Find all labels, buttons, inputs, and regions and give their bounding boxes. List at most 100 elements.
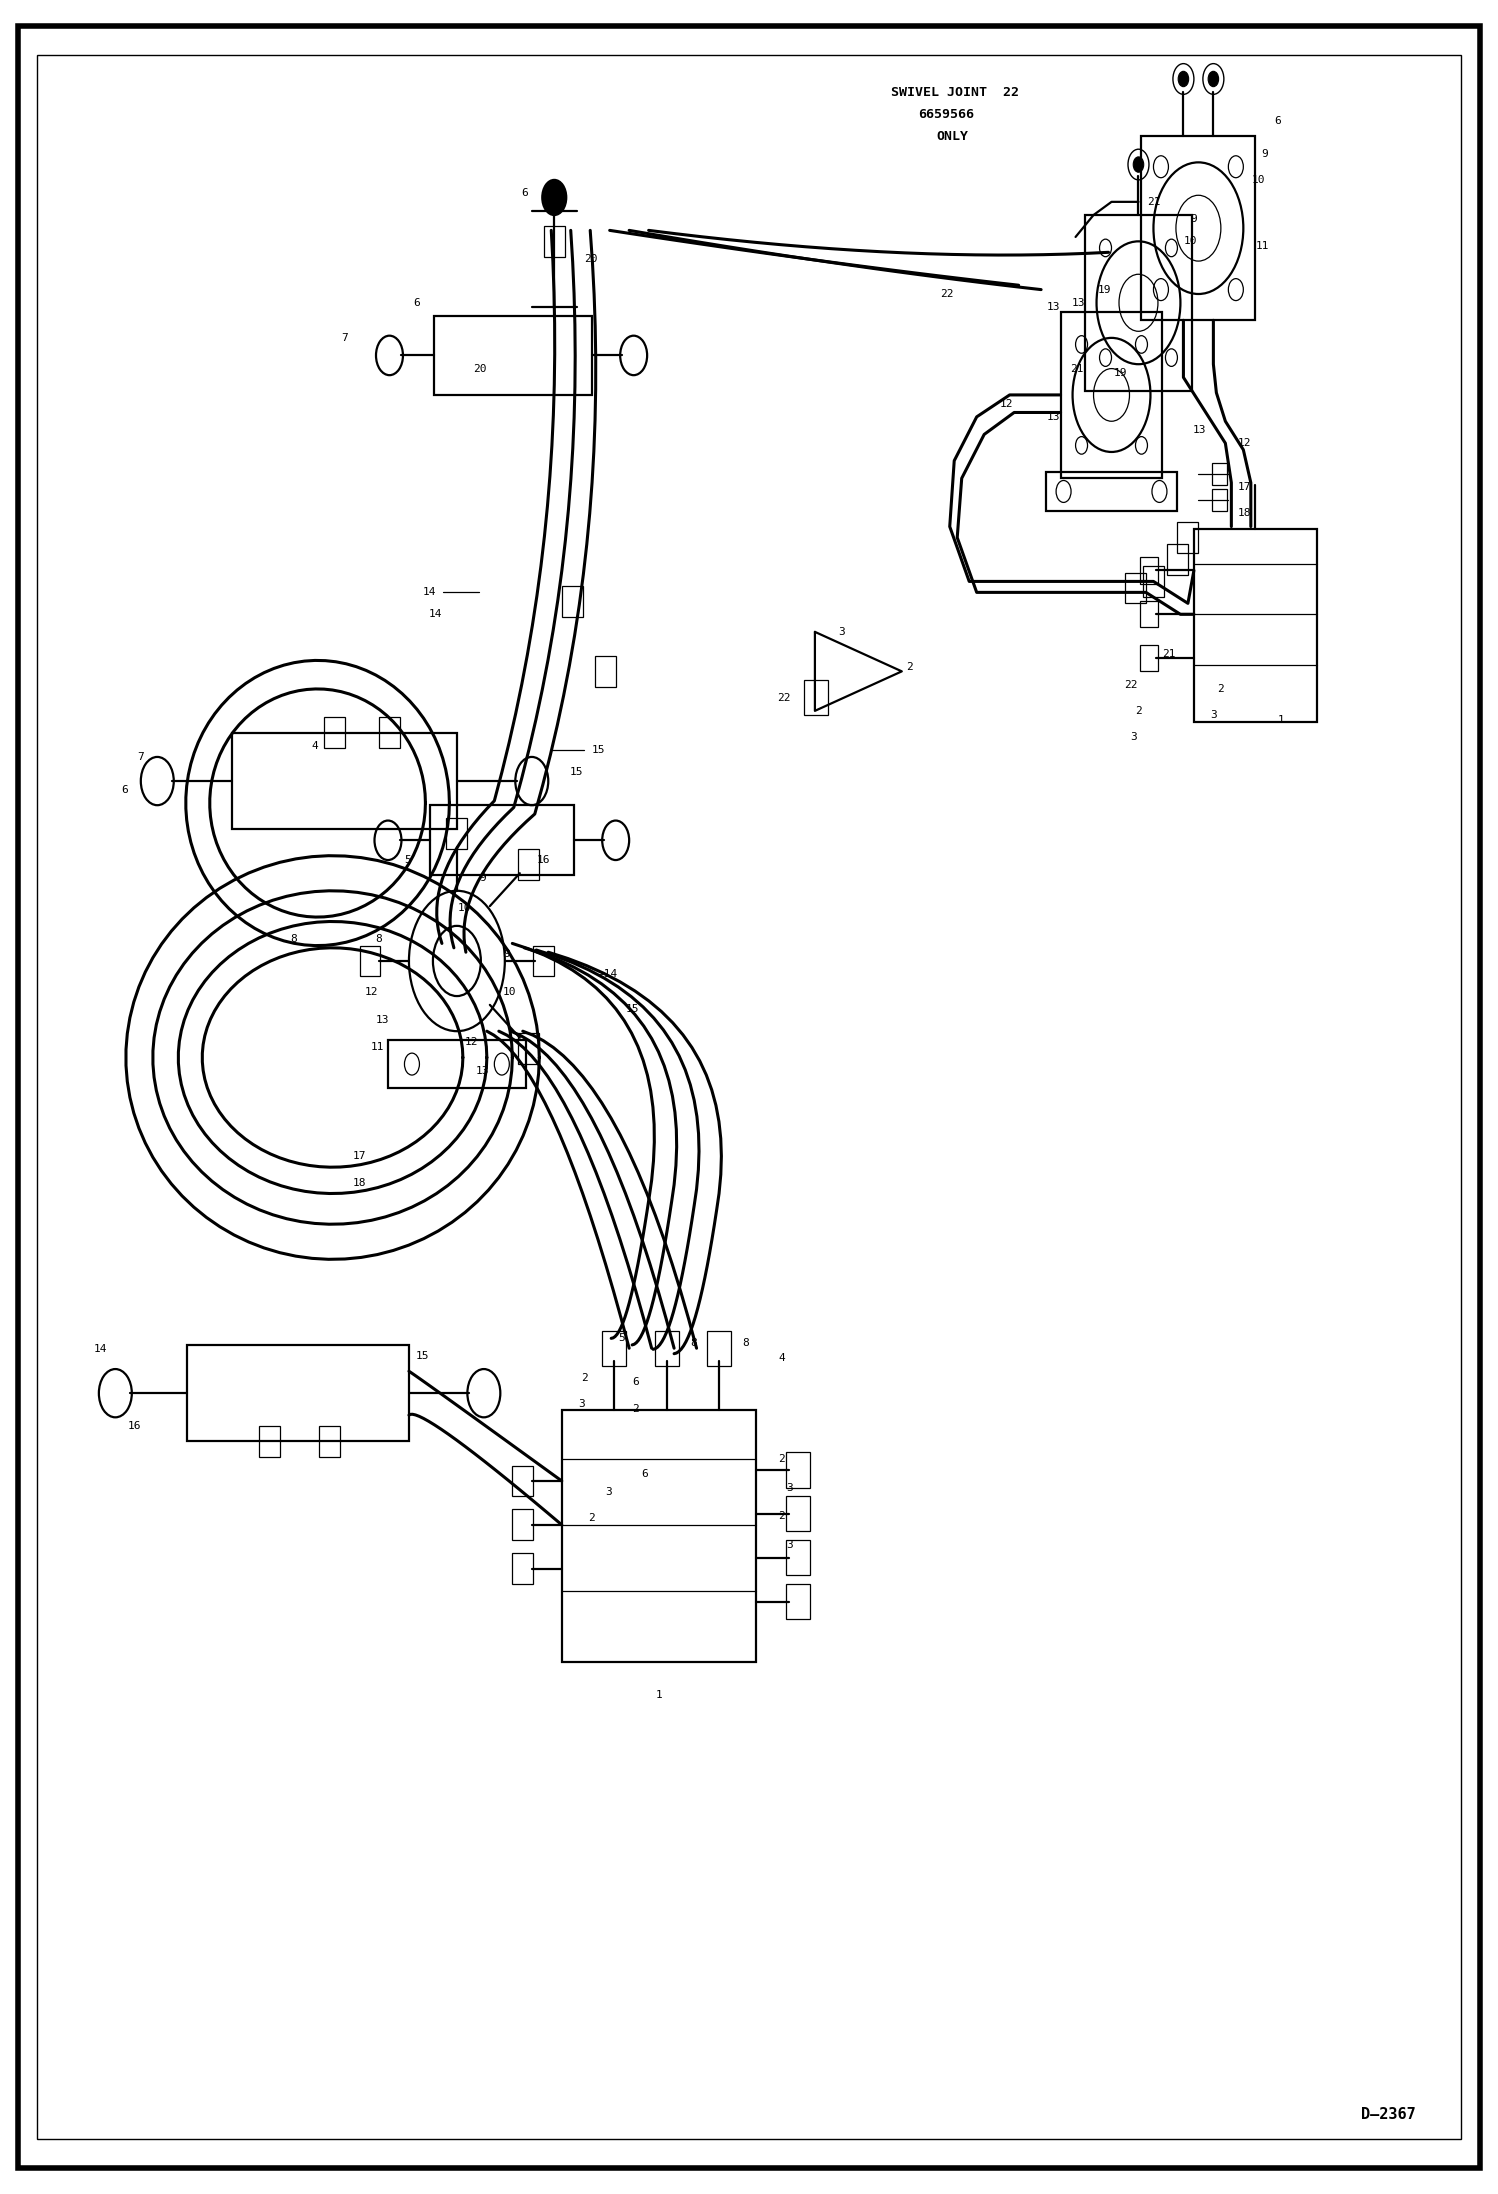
Text: 2: 2 (1135, 706, 1141, 715)
Bar (430, 805, 574, 875)
Text: 2: 2 (779, 1455, 785, 1463)
Circle shape (1209, 70, 1219, 88)
Bar (1177, 522, 1198, 553)
Bar (512, 1553, 533, 1584)
Text: 14: 14 (93, 1345, 108, 1354)
Text: 22: 22 (939, 290, 954, 298)
Bar (1194, 529, 1317, 722)
Text: 8: 8 (743, 1338, 749, 1347)
Bar (512, 1466, 533, 1496)
Text: 22: 22 (777, 693, 791, 702)
Bar (1061, 312, 1162, 478)
Text: 6659566: 6659566 (918, 108, 974, 121)
Bar (655, 1330, 679, 1365)
Text: 3: 3 (786, 1483, 792, 1492)
Text: 2: 2 (779, 1512, 785, 1520)
Bar (786, 1540, 810, 1575)
Text: 13: 13 (374, 1016, 389, 1025)
Bar (388, 1040, 526, 1088)
Bar (562, 1411, 756, 1663)
Text: 9: 9 (479, 873, 485, 882)
Text: ONLY: ONLY (936, 129, 968, 143)
Text: 12: 12 (1237, 439, 1252, 448)
Text: —14: —14 (596, 970, 617, 979)
Bar (512, 1509, 533, 1540)
Text: 20: 20 (473, 364, 487, 373)
Text: 16: 16 (127, 1422, 142, 1430)
Text: 2: 2 (1218, 685, 1224, 693)
Text: 8: 8 (291, 935, 297, 943)
Text: 15: 15 (569, 768, 583, 777)
Text: 6: 6 (641, 1470, 647, 1479)
Text: 12: 12 (999, 399, 1014, 408)
Text: D–2367: D–2367 (1360, 2106, 1416, 2122)
Text: 9: 9 (1191, 215, 1197, 224)
Bar (518, 1033, 539, 1064)
Text: 17: 17 (1237, 483, 1252, 491)
Text: 1: 1 (1278, 715, 1284, 724)
Text: 2: 2 (581, 1373, 587, 1382)
Text: 15: 15 (592, 746, 605, 755)
Text: 6: 6 (121, 785, 127, 794)
Bar (518, 849, 539, 880)
Text: 5: 5 (619, 1334, 625, 1343)
Text: 6: 6 (413, 298, 419, 307)
Bar (446, 818, 467, 849)
Text: 21: 21 (1161, 649, 1176, 658)
Bar (360, 946, 380, 976)
Text: 7: 7 (342, 333, 348, 342)
Bar (1140, 557, 1158, 584)
Text: 14: 14 (428, 610, 442, 619)
Bar (1046, 472, 1177, 511)
Bar (1140, 601, 1158, 627)
Text: 19: 19 (1097, 285, 1112, 294)
Text: 1: 1 (656, 1689, 662, 1700)
Text: 3: 3 (605, 1488, 611, 1496)
Text: 3: 3 (839, 627, 845, 636)
Text: 15: 15 (415, 1352, 430, 1360)
Text: 16: 16 (536, 856, 550, 864)
Text: 13: 13 (1046, 412, 1061, 421)
Bar (595, 656, 616, 687)
Text: 11: 11 (370, 1042, 385, 1051)
Text: 10: 10 (502, 987, 517, 996)
Bar (187, 1345, 409, 1441)
Text: 3: 3 (1210, 711, 1216, 720)
Bar (379, 717, 400, 748)
Bar (602, 1330, 626, 1365)
Bar (1167, 544, 1188, 575)
Text: 10: 10 (1183, 237, 1198, 246)
Bar (232, 733, 457, 829)
Text: 12: 12 (464, 1038, 479, 1047)
Text: 13: 13 (1071, 298, 1086, 307)
Circle shape (542, 180, 566, 215)
Text: 7: 7 (138, 753, 144, 761)
Text: 6: 6 (1275, 116, 1281, 125)
Bar (1143, 566, 1164, 597)
Text: 2: 2 (632, 1404, 638, 1413)
Bar (544, 226, 565, 257)
Bar (786, 1584, 810, 1619)
Text: 20: 20 (584, 255, 598, 263)
Bar (804, 680, 828, 715)
Text: 18: 18 (1237, 509, 1252, 518)
Text: 10: 10 (457, 904, 472, 913)
Bar (259, 1426, 280, 1457)
Bar (786, 1496, 810, 1531)
Bar (1140, 645, 1158, 671)
Text: 8: 8 (376, 935, 382, 943)
Text: 10: 10 (1251, 176, 1266, 184)
Text: 14: 14 (422, 588, 436, 597)
Bar (319, 1426, 340, 1457)
Text: 19: 19 (1113, 369, 1128, 377)
Text: 21: 21 (1146, 197, 1161, 206)
Text: 5: 5 (404, 856, 410, 864)
Text: 3: 3 (786, 1540, 792, 1549)
Bar (562, 586, 583, 617)
Circle shape (1179, 70, 1189, 88)
Text: 2: 2 (906, 663, 912, 671)
Text: 2: 2 (589, 1514, 595, 1523)
Bar (533, 946, 554, 976)
Text: 13: 13 (1046, 303, 1061, 312)
Text: SWIVEL JOINT  22: SWIVEL JOINT 22 (891, 86, 1019, 99)
